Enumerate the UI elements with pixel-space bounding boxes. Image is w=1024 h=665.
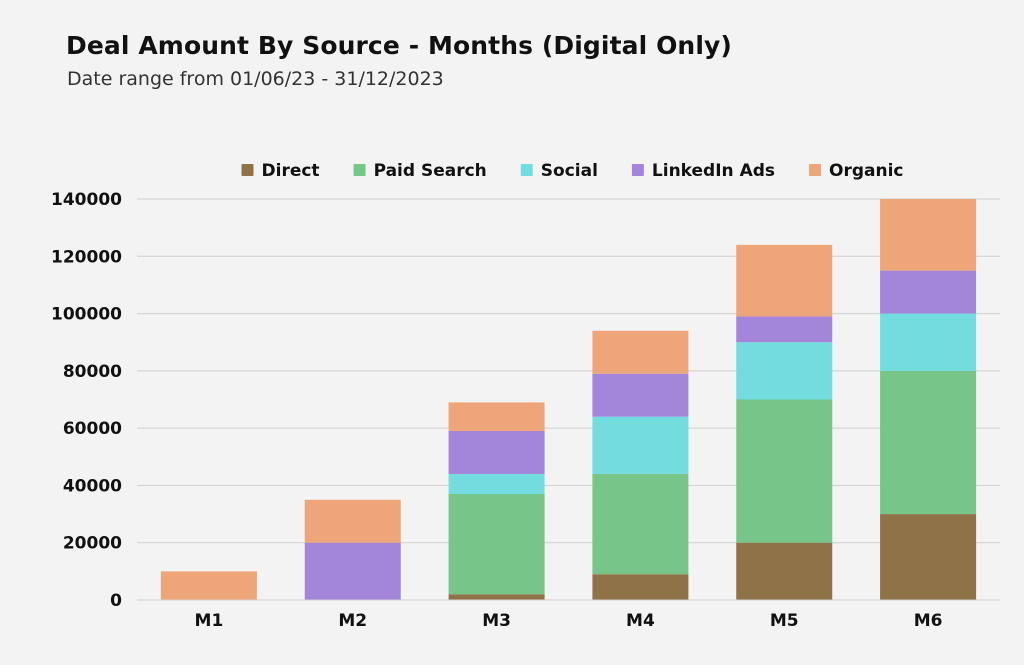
legend-swatch <box>809 164 822 176</box>
y-tick-label: 40000 <box>63 476 122 496</box>
legend-label: Organic <box>829 161 903 181</box>
legend-label: Direct <box>262 161 320 181</box>
bar-segment-organic <box>448 402 545 432</box>
bar-segment-paid-search <box>880 370 977 515</box>
bar-segment-paid-search <box>736 399 833 543</box>
bar-segment-social <box>448 473 545 495</box>
legend-swatch <box>353 164 366 176</box>
bar-segment-organic <box>592 330 689 374</box>
bar-segment-linkedin-ads <box>592 373 689 417</box>
y-tick-label: 120000 <box>51 247 122 267</box>
bar-segment-linkedin-ads <box>736 316 833 343</box>
legend-swatch <box>241 164 254 176</box>
bar-segment-organic <box>304 499 401 543</box>
x-tick-label: M5 <box>770 611 799 631</box>
x-tick-label: M6 <box>914 611 943 631</box>
x-tick-label: M2 <box>338 611 367 631</box>
y-tick-label: 140000 <box>51 190 122 210</box>
bar-segment-organic <box>880 199 977 271</box>
legend-swatch <box>631 164 644 176</box>
legend-swatch <box>520 164 533 176</box>
bar-segment-paid-search <box>592 473 689 575</box>
bar-segment-social <box>880 313 977 371</box>
x-tick-label: M3 <box>482 611 511 631</box>
chart-title: Deal Amount By Source - Months (Digital … <box>66 31 732 60</box>
bar-segment-social <box>592 416 689 474</box>
bar-segment-direct <box>592 574 689 600</box>
y-tick-label: 100000 <box>51 305 122 325</box>
bar-segment-direct <box>448 594 545 600</box>
y-tick-label: 0 <box>110 591 122 611</box>
y-tick-label: 80000 <box>63 362 122 382</box>
bar-segment-organic <box>160 571 257 600</box>
x-tick-label: M1 <box>195 611 224 631</box>
chart-subtitle: Date range from 01/06/23 - 31/12/2023 <box>67 68 444 90</box>
bar-segment-linkedin-ads <box>880 270 977 314</box>
bar-segment-direct <box>736 542 833 600</box>
bar-segment-direct <box>880 514 977 600</box>
legend-label: LinkedIn Ads <box>652 161 775 181</box>
legend-label: Paid Search <box>374 161 487 181</box>
bar-segment-organic <box>736 244 833 317</box>
bar-segment-linkedin-ads <box>448 431 545 474</box>
bar-segment-social <box>736 342 833 400</box>
y-tick-label: 60000 <box>63 419 122 439</box>
x-tick-label: M4 <box>626 611 655 631</box>
bar-segment-linkedin-ads <box>304 542 401 600</box>
y-tick-label: 20000 <box>63 534 122 554</box>
legend-label: Social <box>541 161 598 181</box>
bar-segment-paid-search <box>448 494 545 595</box>
